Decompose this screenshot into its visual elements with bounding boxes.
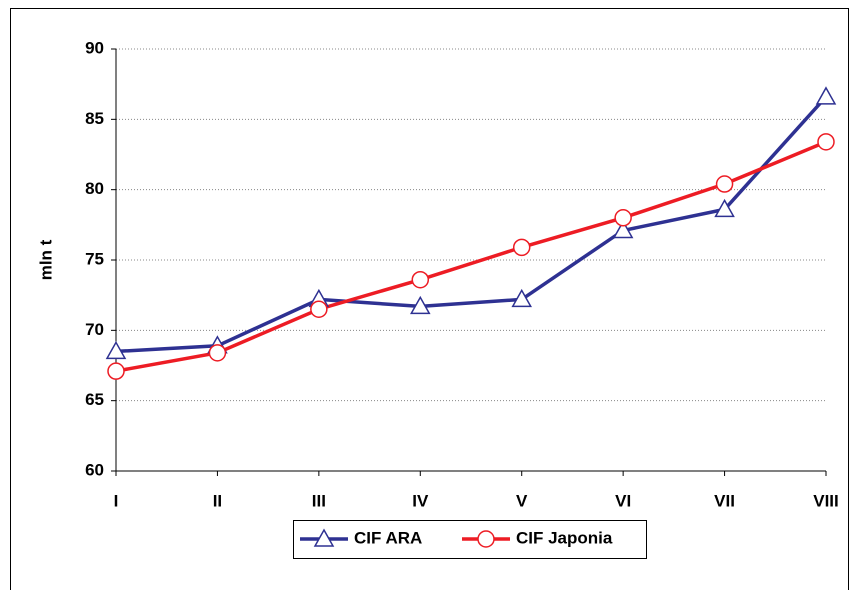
x-tick-label: VI [615, 491, 631, 510]
y-axis-label: mln t [36, 239, 55, 280]
x-tick-label: III [312, 491, 326, 510]
series-line [115, 95, 828, 354]
data-point [512, 238, 531, 257]
legend-marker [477, 530, 495, 548]
legend-label: CIF ARA [354, 528, 422, 547]
y-tick-label: 80 [85, 179, 104, 198]
data-point [815, 86, 837, 105]
y-tick-label: 60 [85, 460, 104, 479]
data-point [511, 288, 532, 308]
y-tick-label: 75 [85, 249, 104, 268]
data-point [208, 344, 227, 362]
x-tick-label: II [213, 491, 222, 510]
y-tick-label: 65 [85, 390, 104, 409]
y-tick-label: 70 [85, 320, 104, 339]
chart-border [10, 8, 849, 590]
legend-label: CIF Japonia [516, 528, 613, 547]
x-tick-label: V [516, 491, 528, 510]
y-tick-label: 85 [85, 109, 104, 128]
data-point [715, 175, 734, 193]
data-point [714, 198, 735, 218]
y-tick-label: 90 [85, 38, 104, 57]
x-tick-label: VIII [813, 491, 839, 510]
data-point [310, 300, 328, 318]
series-line [115, 140, 827, 373]
legend-marker [313, 528, 335, 547]
data-point [614, 209, 632, 227]
data-point [410, 295, 431, 315]
x-tick-label: IV [412, 491, 429, 510]
data-point [411, 270, 430, 289]
x-tick-label: VII [714, 491, 735, 510]
data-point [107, 362, 125, 380]
data-point [817, 133, 835, 151]
x-tick-label: I [114, 491, 119, 510]
data-point [612, 219, 634, 239]
data-point [105, 340, 127, 360]
